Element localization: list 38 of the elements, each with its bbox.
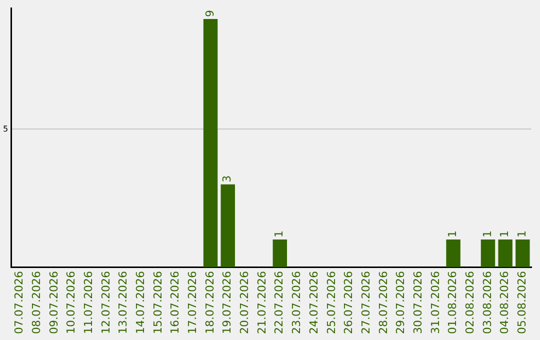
x-tick-label: 09.07.2026 xyxy=(47,271,60,334)
x-tick-label: 13.07.2026 xyxy=(116,271,130,334)
data-label: 1 xyxy=(498,230,512,238)
data-label: 1 xyxy=(446,230,460,238)
x-tick-label: 14.07.2026 xyxy=(134,271,148,334)
x-tick-label: 01.08.2026 xyxy=(446,271,460,334)
x-tick-label: 23.07.2026 xyxy=(290,271,304,334)
x-tick-label: 24.07.2026 xyxy=(307,271,320,334)
x-tick-label: 03.08.2026 xyxy=(480,271,494,334)
data-label: 3 xyxy=(220,175,234,182)
x-tick-label: 22.07.2026 xyxy=(272,271,286,334)
x-tick-label: 27.07.2026 xyxy=(359,271,372,334)
x-tick-label: 20.07.2026 xyxy=(238,271,252,334)
x-tick-label: 10.07.2026 xyxy=(64,271,78,334)
x-tick-label: 12.07.2026 xyxy=(99,271,112,334)
x-tick-label: 04.08.2026 xyxy=(498,271,512,334)
x-tick-label: 29.07.2026 xyxy=(394,271,408,334)
data-label: 1 xyxy=(480,230,494,238)
x-tick-label: 28.07.2026 xyxy=(376,271,390,334)
x-tick-label: 25.07.2026 xyxy=(324,271,338,334)
x-tick-label: 16.07.2026 xyxy=(168,271,182,334)
x-tick-label: 08.07.2026 xyxy=(30,271,43,334)
x-tick-label: 02.08.2026 xyxy=(464,271,476,334)
x-tick-label: 21.07.2026 xyxy=(255,271,268,334)
x-tick-label: 15.07.2026 xyxy=(151,271,164,334)
x-tick-label: 31.07.2026 xyxy=(428,271,442,334)
x-tick-label: 05.08.2026 xyxy=(516,271,529,334)
data-label: 1 xyxy=(272,230,286,238)
x-tick-label: 18.07.2026 xyxy=(203,271,216,334)
y-tick-label: 5 xyxy=(2,124,8,134)
x-tick-label: 17.07.2026 xyxy=(186,271,200,334)
data-label: 9 xyxy=(203,10,216,18)
x-tick-label: 30.07.2026 xyxy=(411,271,424,334)
x-tick-label: 26.07.2026 xyxy=(342,271,356,334)
data-label: 1 xyxy=(516,230,529,238)
x-tick-label: 07.07.2026 xyxy=(12,271,26,334)
x-tick-label: 19.07.2026 xyxy=(220,271,234,334)
x-tick-label: 11.07.2026 xyxy=(82,271,95,334)
